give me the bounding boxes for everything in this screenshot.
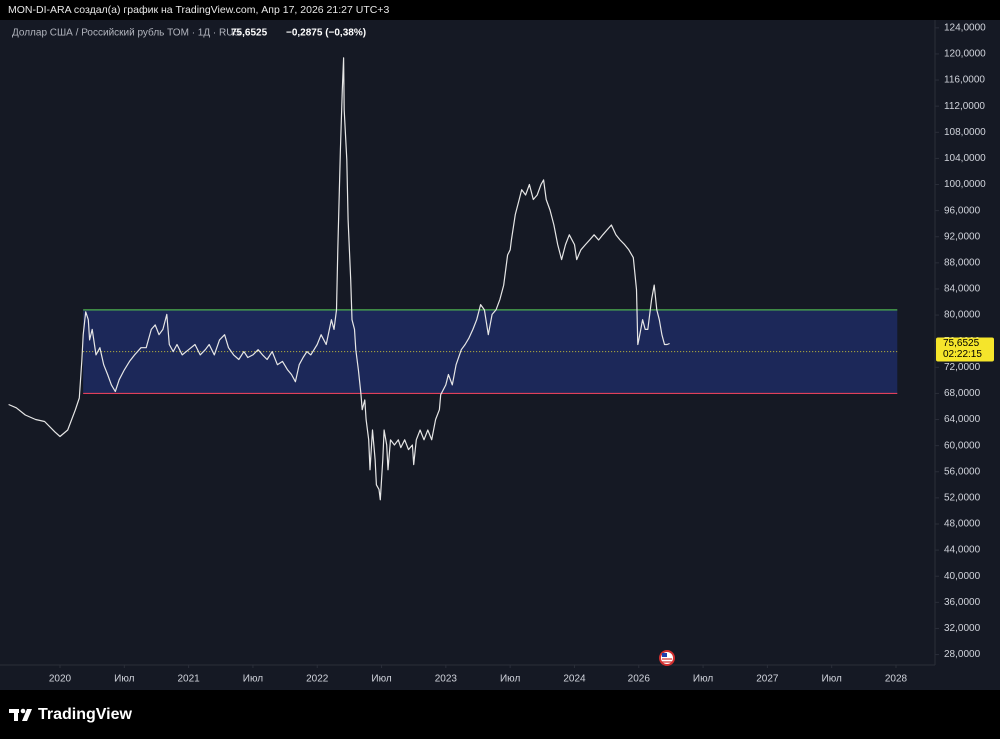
logo-icon xyxy=(9,708,32,721)
x-tick-label: Июл xyxy=(693,674,713,685)
y-tick-label: 64,0000 xyxy=(944,414,981,425)
y-tick-label: 68,0000 xyxy=(944,388,981,399)
x-tick-label: Июл xyxy=(822,674,842,685)
x-tick-label: Июл xyxy=(371,674,391,685)
x-tick-label: 2020 xyxy=(49,674,72,685)
y-tick-label: 52,0000 xyxy=(944,493,981,504)
y-tick-label: 88,0000 xyxy=(944,257,981,268)
y-tick-label: 28,0000 xyxy=(944,649,981,660)
y-tick-label: 116,0000 xyxy=(944,75,985,86)
x-tick-label: 2026 xyxy=(628,674,651,685)
x-tick-label: 2023 xyxy=(435,674,458,685)
x-tick-label: 2021 xyxy=(177,674,200,685)
y-tick-label: 36,0000 xyxy=(944,597,981,608)
x-tick-label: 2027 xyxy=(756,674,779,685)
y-tick-label: 84,0000 xyxy=(944,284,981,295)
y-tick-label: 92,0000 xyxy=(944,231,981,242)
y-tick-label: 72,0000 xyxy=(944,362,981,373)
y-tick-label: 32,0000 xyxy=(944,623,981,634)
plot xyxy=(8,57,898,501)
change: −0,2875 (−0,38%) xyxy=(286,28,366,39)
countdown-label: 02:22:15 xyxy=(943,349,982,360)
x-tick-label: Июл xyxy=(243,674,263,685)
x-tick-label: Июл xyxy=(500,674,520,685)
y-tick-label: 108,0000 xyxy=(944,127,986,138)
header: MON-DI-ARA создал(а) график на TradingVi… xyxy=(8,4,389,16)
y-tick-label: 48,0000 xyxy=(944,519,981,530)
price-label-box xyxy=(936,337,994,362)
y-tick-label: 40,0000 xyxy=(944,571,981,582)
flag-icon xyxy=(659,650,675,666)
y-tick-label: 120,0000 xyxy=(944,49,986,60)
y-tick-label: 100,0000 xyxy=(944,179,986,190)
y-tick-label: 104,0000 xyxy=(944,153,986,164)
y-tick-label: 56,0000 xyxy=(944,466,981,477)
y-tick-label: 80,0000 xyxy=(944,310,981,321)
x-tick-label: 2024 xyxy=(563,674,586,685)
last-value: 75,6525 xyxy=(231,28,268,39)
y-tick-label: 60,0000 xyxy=(944,440,981,451)
price-label: 75,6525 xyxy=(943,338,980,349)
x-tick-label: 2028 xyxy=(885,674,908,685)
x-tick-label: 2022 xyxy=(306,674,329,685)
price-line xyxy=(8,57,670,501)
y-tick-label: 124,0000 xyxy=(944,22,986,33)
y-tick-label: 44,0000 xyxy=(944,545,981,556)
y-tick-label: 96,0000 xyxy=(944,205,981,216)
symbol-legend: Доллар США / Российский рубль ТОМ · 1Д ·… xyxy=(12,27,240,39)
y-tick-label: 112,0000 xyxy=(944,101,985,112)
x-tick-label: Июл xyxy=(114,674,134,685)
brand: TradingView xyxy=(38,706,133,723)
